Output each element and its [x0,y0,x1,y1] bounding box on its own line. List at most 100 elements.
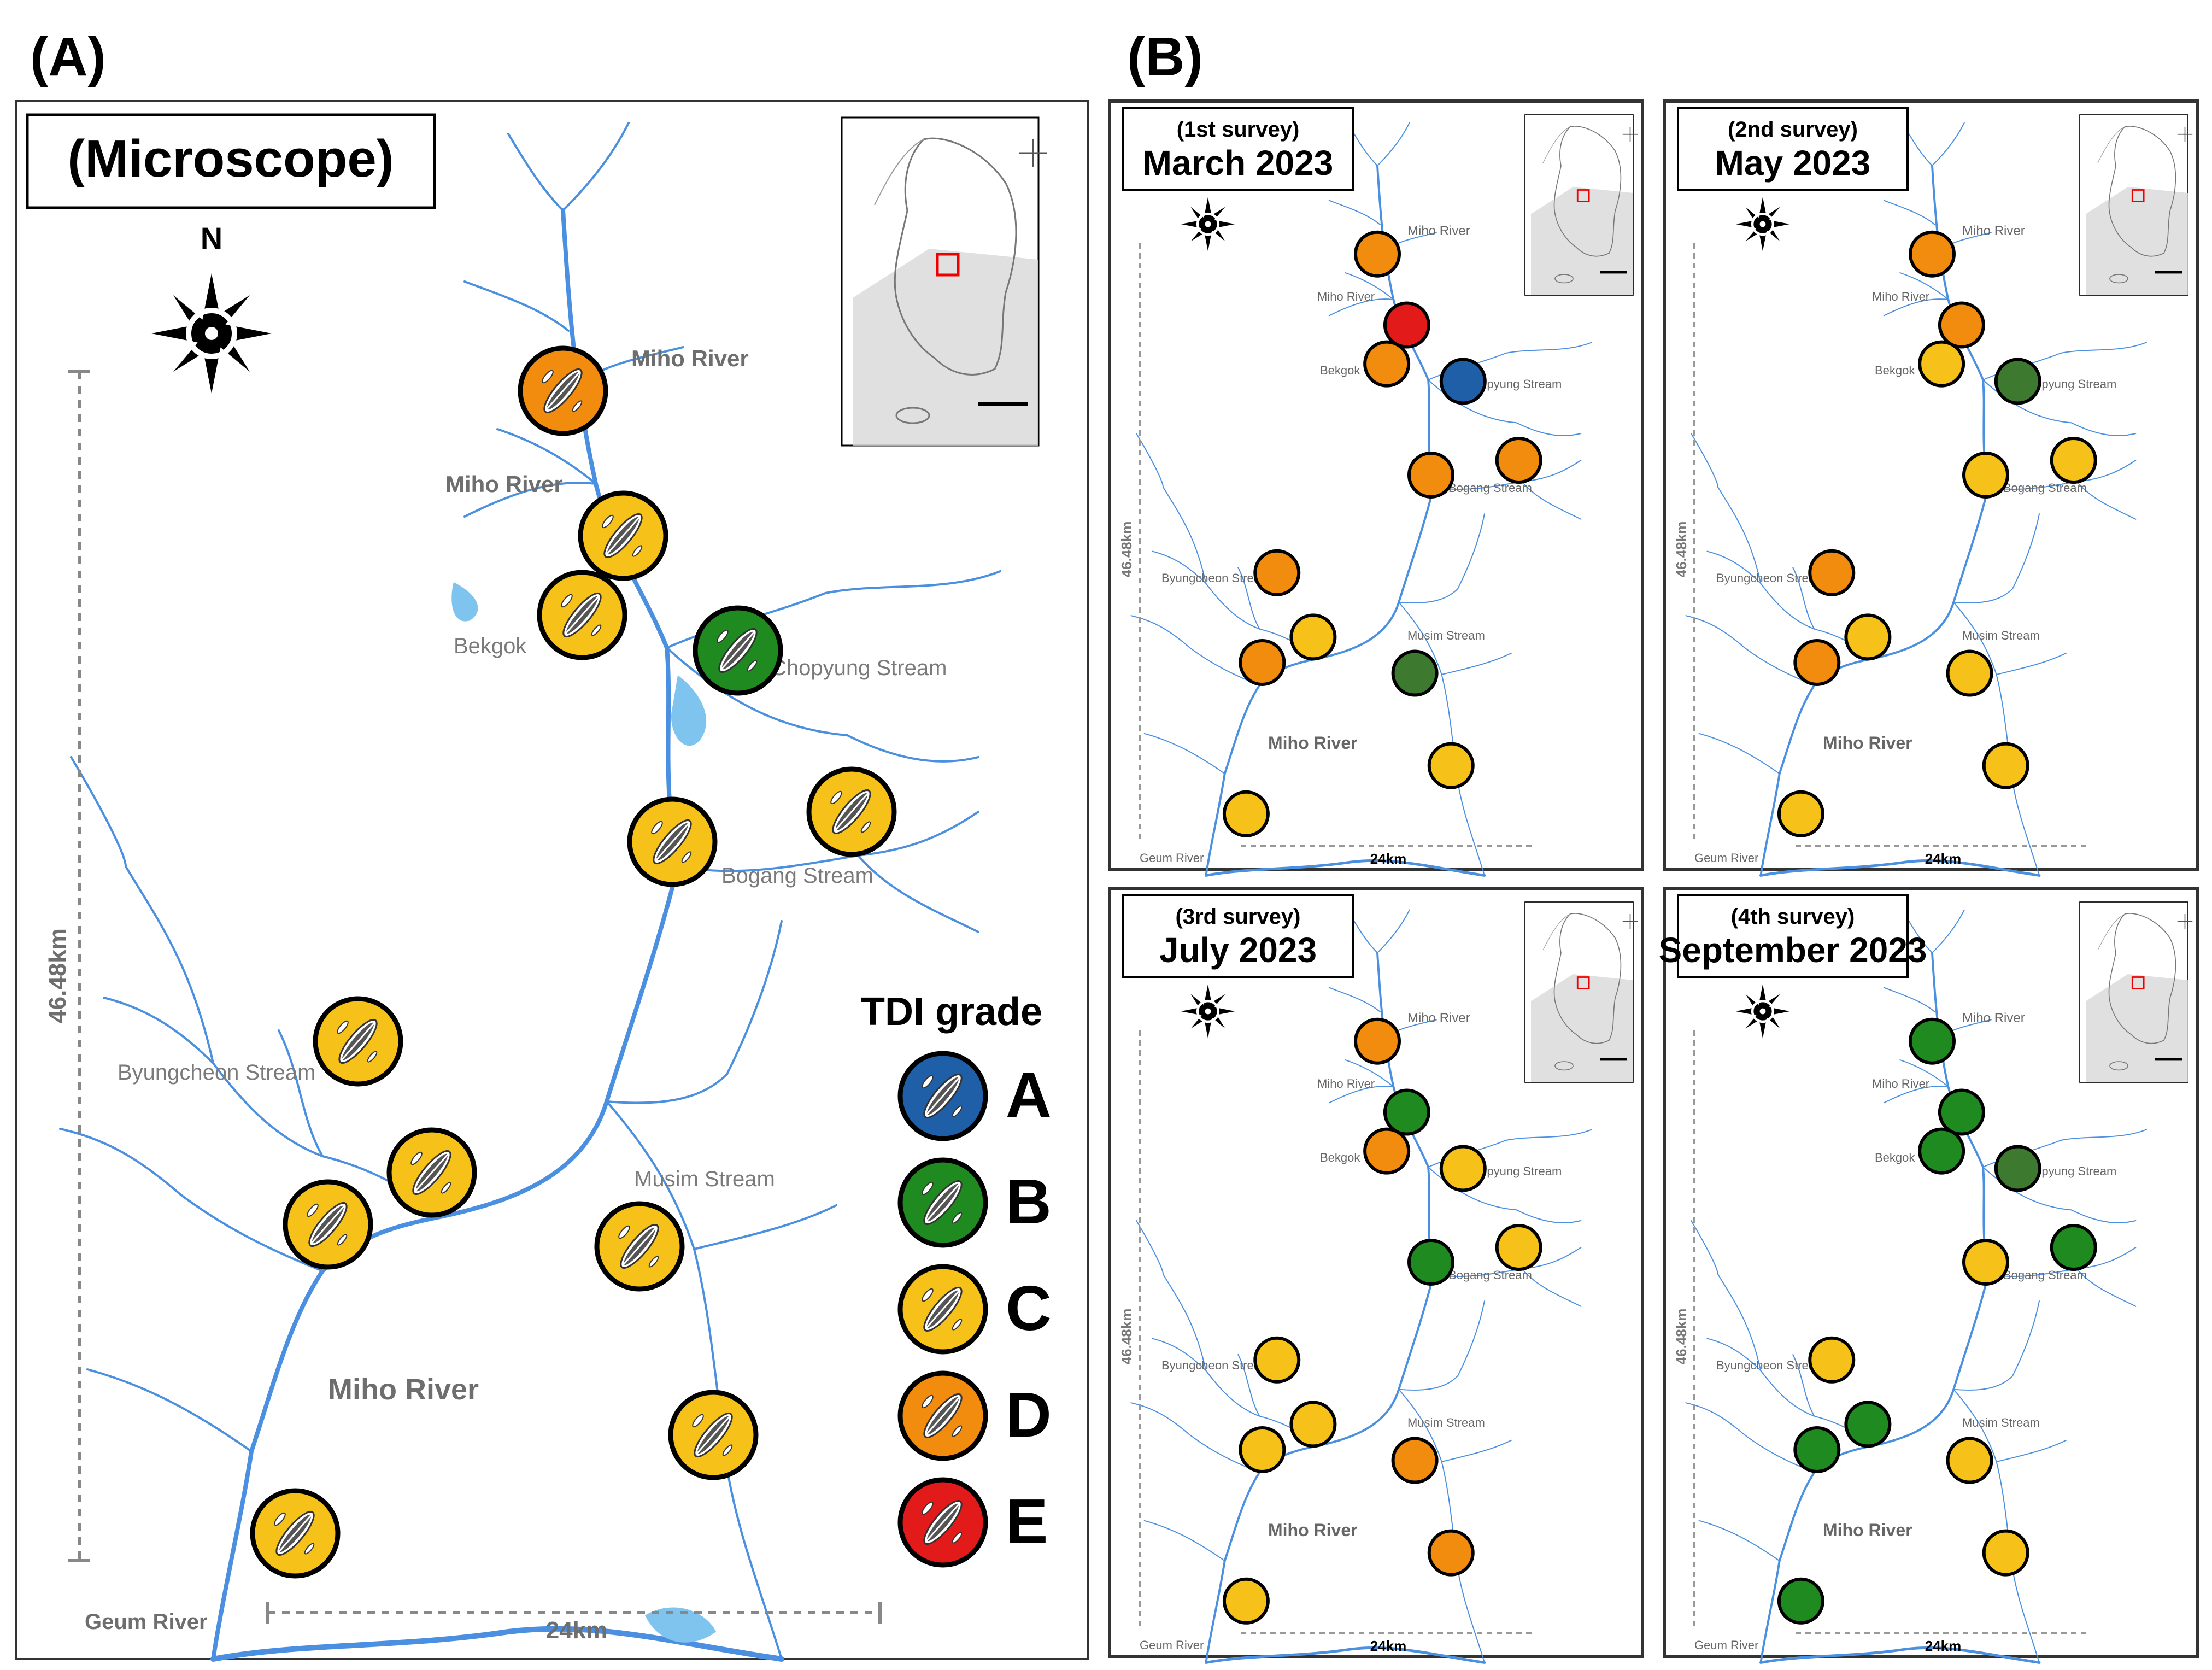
place-miho_mid: Miho River [1317,290,1375,303]
site-marker-S1 [518,345,608,436]
scale-horizontal-label: 24km [1925,851,1962,867]
place-miho_mid: Miho River [1317,1077,1375,1091]
site-marker-S12 [250,1488,341,1579]
place-bekgok: Bekgok [1875,1151,1915,1164]
site-marker-S10 [1946,1437,1993,1484]
panel-b-maps: (1st survey)March 2023 46.48km 24km Miho Ri… [1108,99,2199,1663]
place-bekgok: Bekgok [1320,364,1360,377]
place-miho_main: Miho River [1268,733,1358,753]
place-miho-river-top: Miho River [631,345,749,371]
panel-b-label: (B) [1127,26,1203,87]
north-label: N [201,221,222,255]
scale-vertical-label: 46.48km [1118,1309,1135,1365]
place-geum: Geum River [1694,1638,1758,1652]
site-marker-S7 [1808,549,1856,596]
scale-horizontal-label: 24km [1925,1638,1962,1654]
legend-item-A: A [897,1051,1052,1141]
scale-horizontal-label: 24km [1370,851,1407,867]
place-musim: Musim Stream [1962,629,2040,642]
legend-grade-label: D [1006,1379,1052,1450]
site-marker-S9 [1793,1426,1841,1473]
site-marker-S2 [1383,1088,1430,1136]
site-marker-S6 [1495,437,1542,484]
place-byungcheon: Byungcheon Stream [1716,1358,1825,1372]
place-miho_top: Miho River [1962,224,2025,238]
site-marker-S10 [594,1201,685,1292]
site-marker-S5 [1962,451,2009,499]
site-marker-S5 [1962,1238,2009,1286]
site-marker-S8 [386,1127,477,1218]
legend-item-E: E [897,1477,1048,1568]
scale-horizontal-label: 24km [1370,1638,1407,1654]
place-musim: Musim Stream [634,1167,775,1191]
legend-title: TDI grade [861,990,1042,1034]
site-marker-S4 [1994,1145,2041,1192]
place-byungcheon: Byungcheon Stream [1161,571,1270,585]
site-marker-S6 [2050,437,2097,484]
site-marker-S4 [1439,358,1487,405]
scale-vertical-label: 46.48km [1673,1309,1689,1365]
site-marker-S8 [1289,1401,1337,1448]
microscope-title: (Microscope) [67,130,394,188]
place-miho_top: Miho River [1407,224,1470,238]
site-marker-S2 [578,490,668,581]
site-marker-S12 [1777,790,1824,837]
site-marker-S9 [1239,638,1286,686]
site-marker-S5 [1407,451,1454,499]
legend-item-D: D [897,1370,1052,1461]
survey-map-1: (1st survey)March 2023 46.48km 24km Miho Ri… [1108,99,1644,876]
place-byungcheon: Byungcheon Stream [1161,1358,1270,1372]
survey-date: May 2023 [1715,143,1871,183]
site-marker-S3 [1918,340,1965,388]
survey-date: March 2023 [1143,143,1334,183]
site-marker-S8 [1289,613,1337,661]
site-marker-S2 [1938,301,1985,349]
site-marker-S7 [313,996,403,1087]
site-marker-S2 [1938,1088,1985,1136]
legend-grade-label: B [1006,1166,1052,1237]
site-marker-S3 [1918,1127,1965,1175]
place-miho_top: Miho River [1962,1011,2025,1026]
site-marker-S1 [1354,1017,1401,1065]
site-marker-S6 [2050,1224,2097,1271]
legend-grade-label: E [1006,1486,1048,1557]
place-miho_mid: Miho River [1872,1077,1929,1091]
place-bekgok: Bekgok [454,634,527,658]
site-marker-S4 [693,605,783,696]
scale-vertical-label: 46.48km [1118,521,1135,578]
site-marker-S9 [283,1179,373,1270]
scale-vertical-label: 46.48km [1673,521,1689,578]
site-marker-S1 [1354,230,1401,278]
place-geum: Geum River [1140,851,1204,865]
site-marker-S2 [1383,301,1430,349]
place-bekgok: Bekgok [1875,364,1915,377]
site-marker-S10 [1946,649,1993,697]
site-marker-S6 [806,766,897,857]
place-musim: Musim Stream [1407,1416,1485,1429]
place-chopyung: Chopyung Stream [771,656,947,680]
site-marker-S8 [1844,1401,1892,1448]
legend-grade-label: A [1006,1059,1052,1130]
site-marker-S6 [1495,1224,1542,1271]
place-miho_main: Miho River [1268,1520,1358,1540]
site-marker-S3 [1363,1127,1411,1175]
place-miho-river-main: Miho River [328,1373,479,1406]
site-marker-S7 [1253,549,1301,596]
site-marker-S5 [1407,1238,1454,1286]
legend-item-C: C [897,1264,1052,1355]
korea-inset-map [842,118,1047,446]
legend-grade-label: C [1006,1273,1052,1344]
site-marker-S12 [1222,790,1270,837]
site-marker-S1 [1909,230,1956,278]
site-marker-S3 [537,570,627,660]
site-marker-S7 [1253,1336,1301,1384]
place-byungcheon: Byungcheon Stream [118,1060,315,1085]
site-marker-S11 [1982,1529,2029,1577]
korea-inset-map [1524,114,1639,296]
site-marker-S5 [627,796,718,887]
scale-horizontal-label: 24km [546,1617,608,1644]
site-marker-S4 [1994,358,2041,405]
survey-number: (4th survey) [1731,905,1855,929]
